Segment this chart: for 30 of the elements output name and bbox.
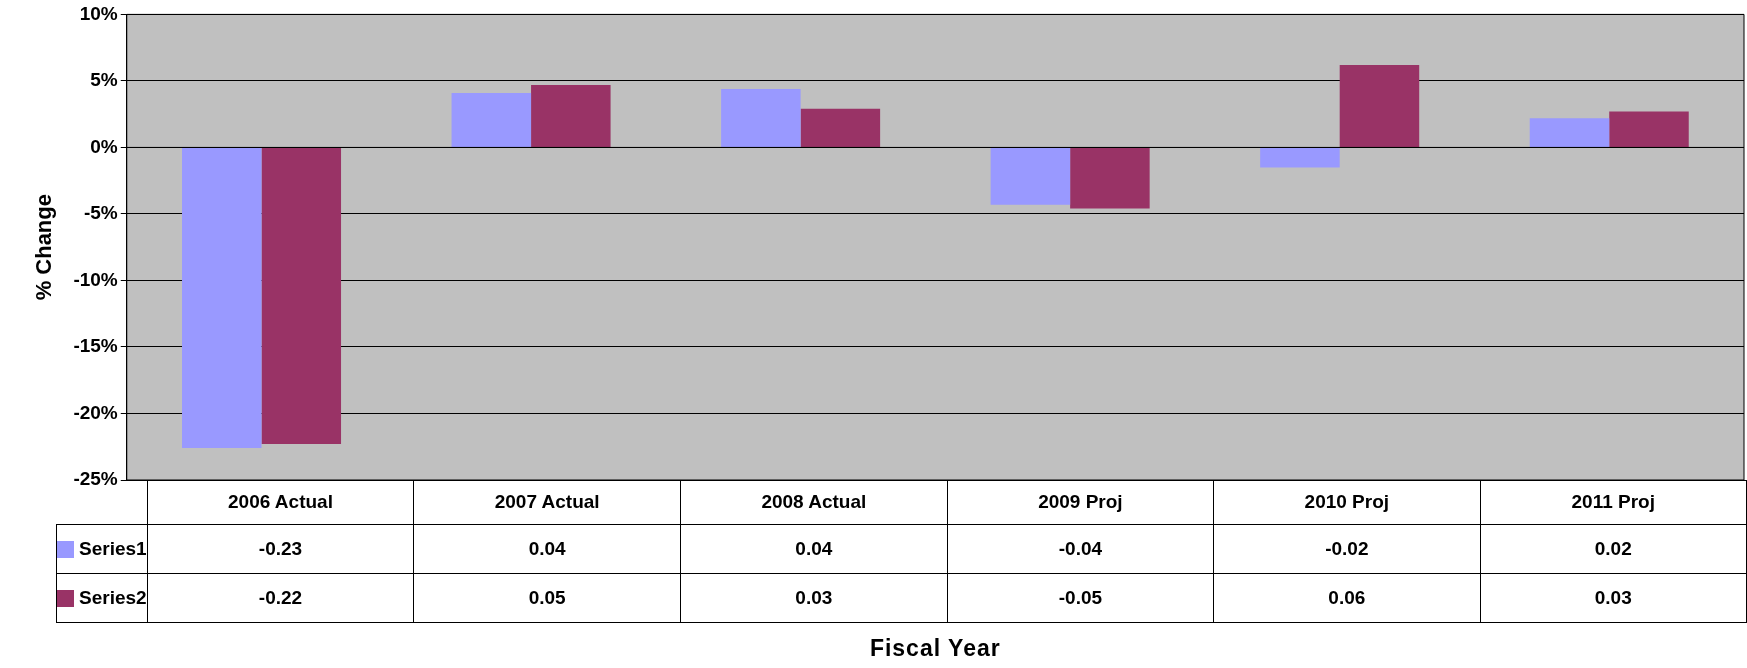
y-tick-label: 10% (79, 2, 118, 24)
x-tick-label: 2006 Actual (147, 480, 414, 524)
y-axis-title: % Change (31, 194, 57, 301)
data-label: -0.02 (1213, 524, 1481, 573)
y-tick-label: 5% (90, 69, 118, 91)
data-label: 0.04 (680, 524, 948, 573)
y-tick-label: -10% (73, 268, 118, 290)
data-label: -0.23 (147, 524, 414, 573)
data-label: 0.03 (1480, 573, 1747, 622)
x-tick-label: 2011 Proj (1480, 480, 1747, 524)
data-label: -0.22 (147, 573, 414, 622)
data-label: -0.04 (947, 524, 1214, 573)
x-tick-label: 2009 Proj (947, 480, 1214, 524)
legend-label: Series2 (56, 573, 148, 622)
y-tick-label: -5% (83, 202, 118, 224)
y-tick-label: -25% (73, 468, 118, 490)
text: Fiscal Year (869, 635, 1001, 662)
data-label: 0.04 (413, 524, 681, 573)
legend-label: Series1 (56, 524, 148, 573)
data-label: -0.05 (947, 573, 1214, 622)
y-tick-label: -20% (73, 401, 118, 423)
y-tick-label: 0% (90, 135, 118, 157)
y-tick-label: -15% (73, 335, 118, 357)
x-tick-label: 2010 Proj (1213, 480, 1481, 524)
x-tick-label: 2008 Actual (680, 480, 948, 524)
data-label: 0.03 (680, 573, 948, 622)
data-label: 0.02 (1480, 524, 1747, 573)
data-label: 0.06 (1213, 573, 1481, 622)
data-label: 0.05 (413, 573, 681, 622)
x-tick-label: 2007 Actual (413, 480, 681, 524)
